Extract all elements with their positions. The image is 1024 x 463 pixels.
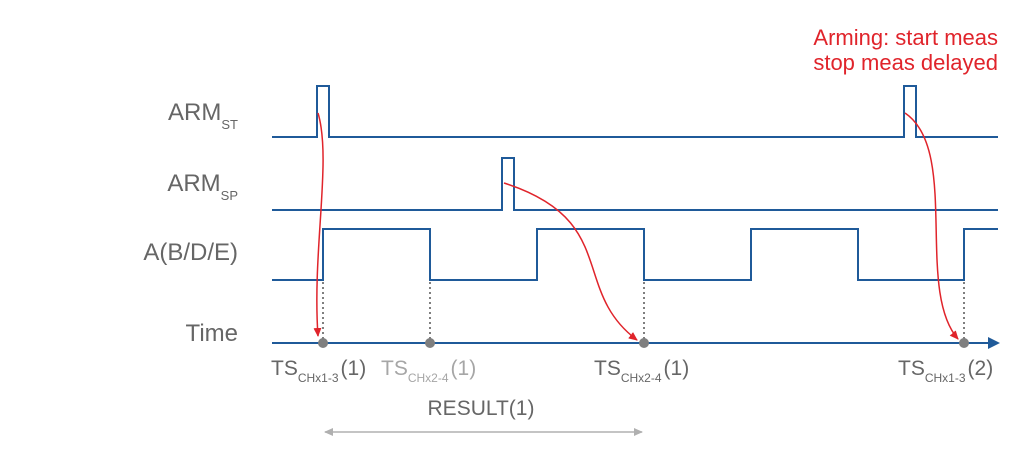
annotation-line-1: Arming: start meas bbox=[813, 25, 998, 50]
arming-arrow bbox=[904, 112, 959, 340]
a-waveform bbox=[272, 228, 998, 281]
timestamp-label: TSCHx2-4(1) bbox=[594, 357, 689, 385]
arming-arrow bbox=[503, 182, 638, 341]
arm-st-label: ARMST bbox=[168, 99, 238, 132]
a-signal-label: A(B/D/E) bbox=[143, 239, 238, 266]
timestamp-marker bbox=[318, 338, 328, 348]
timestamp-marker bbox=[959, 338, 969, 348]
time-label: Time bbox=[186, 320, 238, 347]
time-axis-arrowhead bbox=[988, 337, 1000, 349]
annotation-line-2: stop meas delayed bbox=[813, 50, 998, 75]
arm-sp-label: ARMSP bbox=[167, 170, 238, 203]
arming-arrow bbox=[313, 112, 324, 337]
timestamp-marker bbox=[639, 338, 649, 348]
timestamp-label: TSCHx1-3(2) bbox=[898, 357, 993, 385]
timestamp-label: TSCHx1-3(1) bbox=[271, 357, 366, 385]
result-label: RESULT(1) bbox=[428, 397, 535, 420]
timestamp-label: TSCHx2-4(1) bbox=[381, 357, 476, 385]
timestamp-marker bbox=[425, 338, 435, 348]
arm-st-waveform bbox=[272, 85, 998, 138]
arm-sp-waveform bbox=[272, 157, 998, 211]
